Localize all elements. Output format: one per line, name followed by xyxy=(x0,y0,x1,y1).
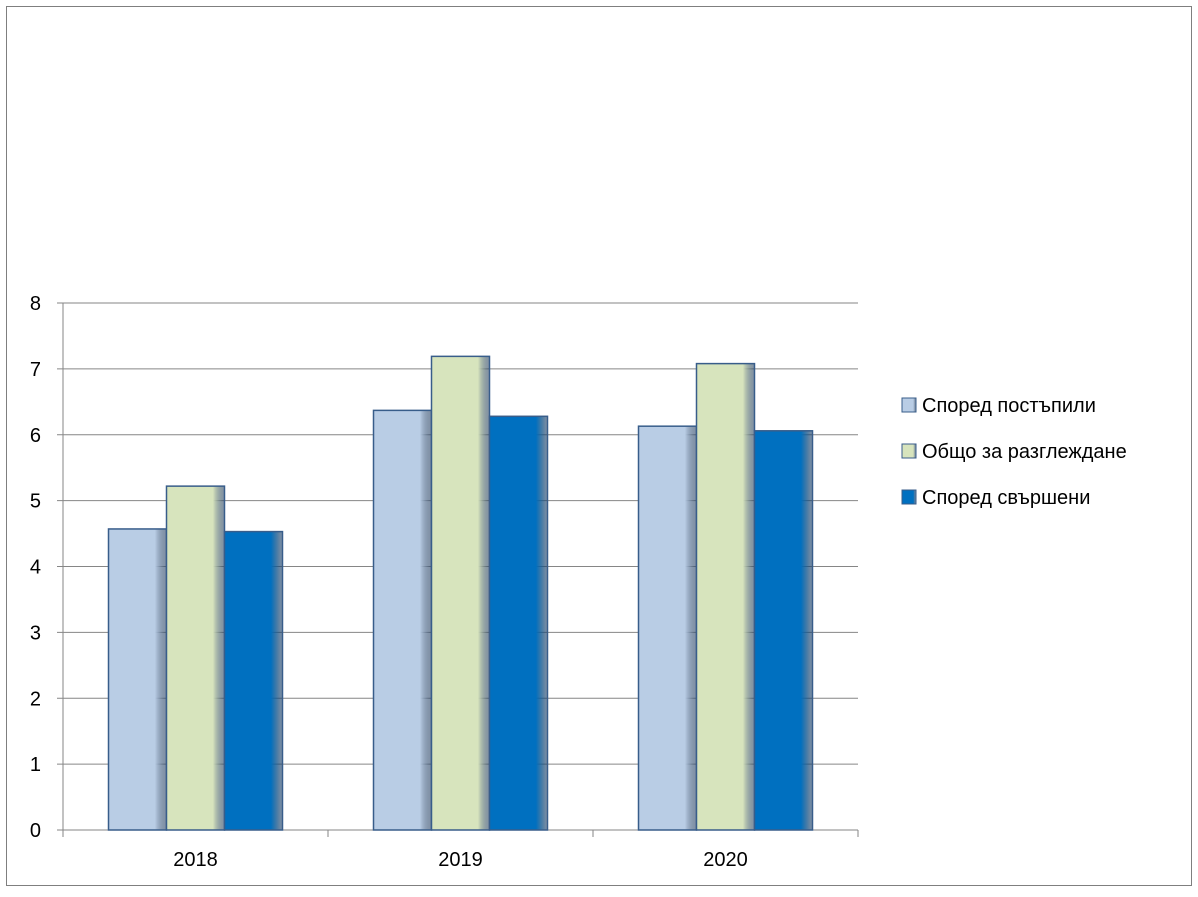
y-tick-labels: 0 1 2 3 4 5 6 7 8 xyxy=(30,293,41,842)
bar-2020-series-3 xyxy=(753,430,814,831)
bar-2018-series-3 xyxy=(223,530,284,831)
y-tick-label: 0 xyxy=(30,820,41,842)
x-tick-labels: 2018 2019 2020 xyxy=(173,849,748,871)
bar-2019-series-1 xyxy=(372,409,433,831)
legend-label: Според свършени xyxy=(922,487,1090,509)
y-tick-label: 6 xyxy=(30,425,41,447)
legend-swatch xyxy=(901,443,917,459)
legend-swatch xyxy=(901,489,917,505)
y-tick-label: 7 xyxy=(30,359,41,381)
bars xyxy=(107,355,814,831)
bar-2020-series-2 xyxy=(695,362,756,831)
bar-2018-series-1 xyxy=(107,528,168,831)
y-tick-label: 4 xyxy=(30,557,41,579)
y-tick-label: 3 xyxy=(30,622,41,644)
bar-2019-series-3 xyxy=(488,415,549,831)
y-tick-label: 2 xyxy=(30,688,41,710)
bar-2018-series-2 xyxy=(165,485,226,831)
legend-label: Общо за разглеждане xyxy=(922,441,1127,463)
legend-swatch xyxy=(901,397,917,413)
y-tick-label: 8 xyxy=(30,293,41,315)
y-tick-label: 1 xyxy=(30,754,41,776)
x-tick-label: 2018 xyxy=(173,849,218,871)
x-tick-label: 2019 xyxy=(438,849,483,871)
legend: Според постъпили Общо за разглеждане Споре… xyxy=(901,395,1127,509)
legend-label: Според постъпили xyxy=(922,395,1096,417)
y-tick-label: 5 xyxy=(30,491,41,513)
bar-2020-series-1 xyxy=(637,425,698,831)
x-tick-label: 2020 xyxy=(703,849,748,871)
bar-2019-series-2 xyxy=(430,355,491,831)
